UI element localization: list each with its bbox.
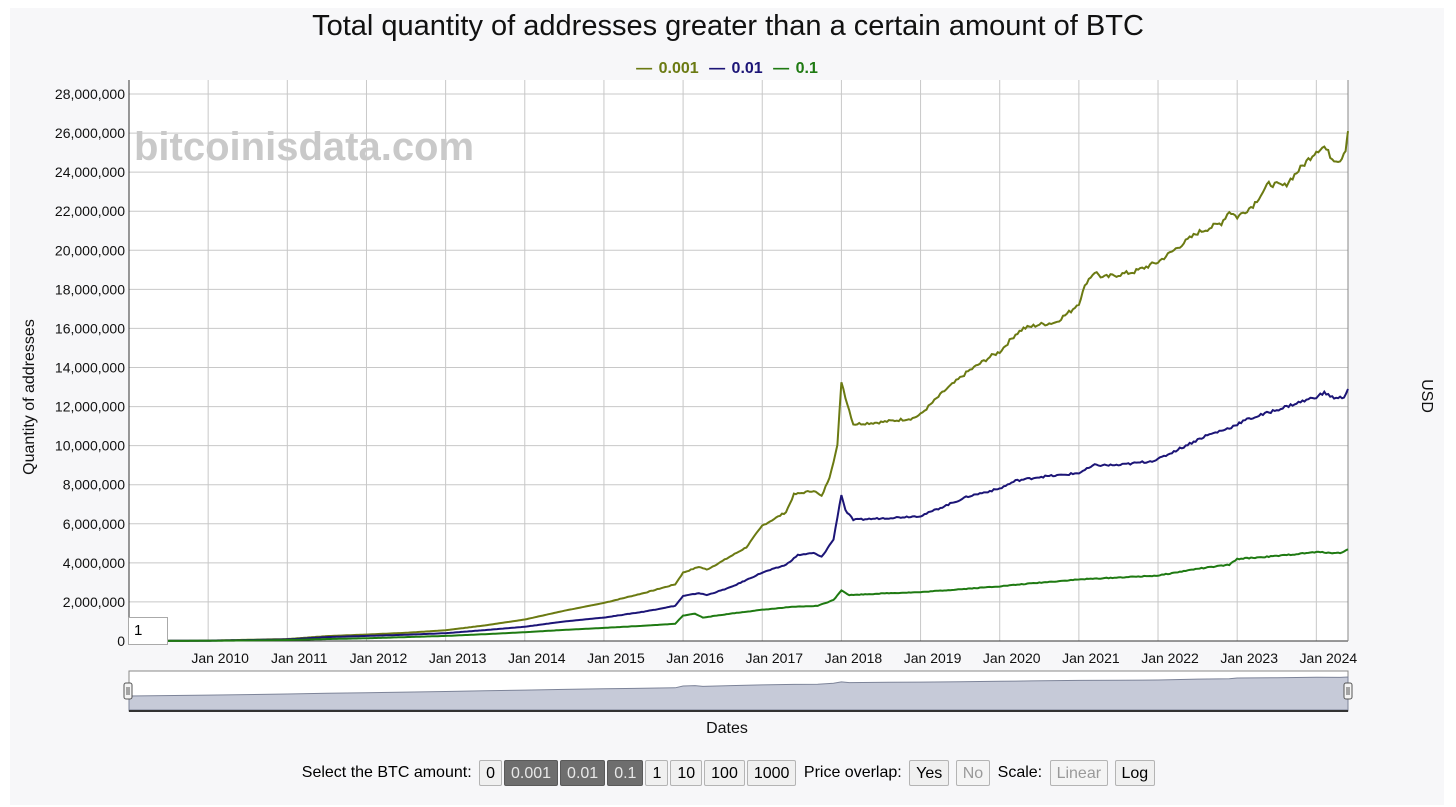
- chart-title: Total quantity of addresses greater than…: [312, 10, 1144, 42]
- y-tick-label: 22,000,000: [55, 203, 125, 219]
- y-tick-label: 18,000,000: [55, 281, 125, 297]
- x-tick-label: Jan 2014: [508, 650, 566, 666]
- x-axis-label: Dates: [706, 720, 748, 737]
- y-tick-label: 20,000,000: [55, 242, 125, 258]
- btc-amount-button-10[interactable]: 10: [670, 760, 703, 786]
- btc-amount-button-0[interactable]: 0: [479, 760, 502, 786]
- x-axis-ticks: Jan 2010 Jan 2011 Jan 2012 Jan 2013 Jan 2014…: [191, 650, 1357, 666]
- x-tick-label: Jan 2010: [191, 650, 249, 666]
- x-tick-label: Jan 2022: [1141, 650, 1199, 666]
- y-tick-label: 2,000,000: [63, 594, 125, 610]
- y-tick-label: 16,000,000: [55, 320, 125, 336]
- y-tick-label: 14,000,000: [55, 360, 125, 376]
- btc-amount-button-100[interactable]: 100: [704, 760, 745, 786]
- legend: — 0.001 — 0.01 — 0.1: [0, 60, 1456, 78]
- x-tick-label: Jan 2016: [666, 650, 724, 666]
- y-axis-label: Quantity of addresses: [21, 319, 38, 475]
- scale-log-button[interactable]: Log: [1114, 760, 1156, 786]
- y-tick-label: 26,000,000: [55, 125, 125, 141]
- price-overlap-no-button[interactable]: No: [955, 760, 991, 786]
- y-tick-label: 24,000,000: [55, 164, 125, 180]
- btc-amount-button-0_01[interactable]: 0.01: [560, 760, 606, 786]
- btc-amount-button-1[interactable]: 1: [645, 760, 669, 786]
- y-tick-label: 6,000,000: [63, 516, 125, 532]
- x-tick-label: Jan 2024: [1300, 650, 1358, 666]
- series-group: [129, 130, 1349, 642]
- legend-label-001: 0.01: [731, 60, 763, 77]
- range-navigator[interactable]: [123, 670, 1353, 712]
- y-tick-label: 0: [117, 633, 125, 649]
- x-tick-label: Jan 2023: [1220, 650, 1278, 666]
- y-tick-label: 12,000,000: [55, 399, 125, 415]
- legend-label-01: 0.1: [795, 60, 818, 77]
- plot-area: [129, 80, 1348, 641]
- scale-label: Scale:: [997, 764, 1043, 781]
- btc-amount-label: Select the BTC amount:: [301, 764, 472, 781]
- controls-bar: Select the BTC amount: 0 0.001 0.01 0.1 1 10 1…: [0, 760, 1456, 786]
- x-tick-label: Jan 2017: [745, 650, 803, 666]
- x-tick-label: Jan 2019: [904, 650, 962, 666]
- y-axis-ticks: 0 2,000,000 4,000,000 6,000,000 8,000,000 10,…: [55, 86, 125, 649]
- navigator-left-handle[interactable]: [123, 682, 133, 700]
- series-line-0_01[interactable]: [129, 388, 1349, 642]
- y-tick-label: 4,000,000: [63, 555, 125, 571]
- btc-amount-button-0_1[interactable]: 0.1: [607, 760, 644, 786]
- btc-amount-button-0_001[interactable]: 0.001: [504, 760, 559, 786]
- x-tick-label: Jan 2021: [1062, 650, 1120, 666]
- price-overlap-label: Price overlap:: [803, 764, 902, 781]
- navigator-right-handle[interactable]: [1343, 682, 1353, 700]
- navigator-area: [128, 676, 1349, 711]
- watermark: bitcoinisdata.com: [134, 125, 474, 169]
- btc-amount-button-1000[interactable]: 1000: [746, 760, 797, 786]
- line-chart[interactable]: bitcoinisdata.com 0 2,000,000 4,000,000 6,0…: [0, 0, 1456, 760]
- y-tick-label: 28,000,000: [55, 86, 125, 102]
- btc-amount-buttons: 0 0.001 0.01 0.1 1 10 100 1000: [478, 760, 797, 786]
- price-overlap-yes-button[interactable]: Yes: [909, 760, 950, 786]
- y-tick-label: 8,000,000: [63, 477, 125, 493]
- y-tick-label: 10,000,000: [55, 438, 125, 454]
- grid: [128, 80, 1349, 642]
- range-input[interactable]: 1: [128, 617, 168, 645]
- x-tick-label: Jan 2011: [271, 650, 328, 666]
- x-tick-label: Jan 2015: [587, 650, 645, 666]
- series-line-0_1[interactable]: [129, 548, 1349, 642]
- scale-linear-button[interactable]: Linear: [1049, 760, 1109, 786]
- legend-item-0001[interactable]: — 0.001: [636, 60, 699, 77]
- x-tick-label: Jan 2020: [983, 650, 1041, 666]
- x-tick-label: Jan 2012: [350, 650, 408, 666]
- y2-axis-label: USD: [1418, 379, 1435, 413]
- legend-item-001[interactable]: — 0.01: [709, 60, 763, 77]
- legend-label-0001: 0.001: [658, 60, 699, 77]
- x-tick-label: Jan 2018: [825, 650, 883, 666]
- legend-item-01[interactable]: — 0.1: [773, 60, 818, 77]
- x-tick-label: Jan 2013: [429, 650, 487, 666]
